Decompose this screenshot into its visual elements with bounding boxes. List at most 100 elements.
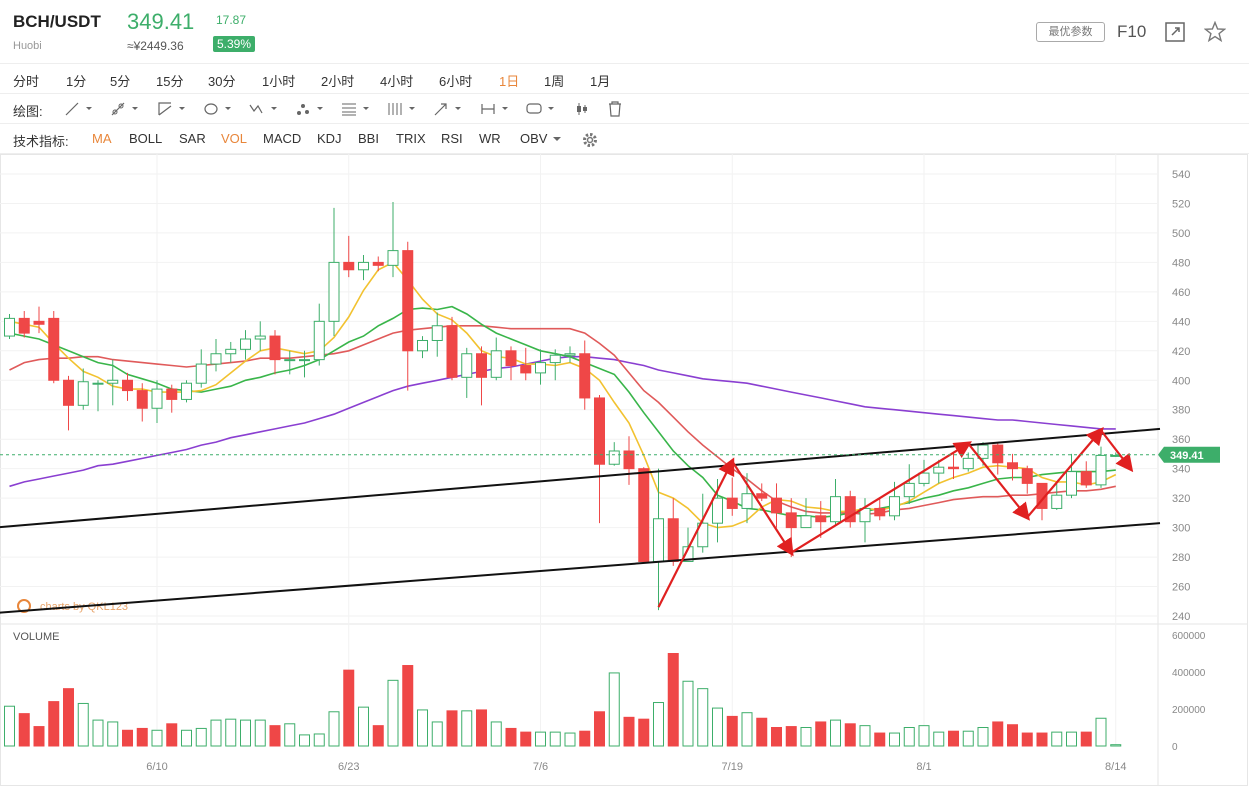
candle-up — [151, 380, 163, 423]
candle-body — [490, 350, 502, 378]
volume-bar — [343, 669, 355, 747]
best-params-button[interactable]: 最优参数 — [1036, 22, 1105, 42]
candle-body — [269, 335, 281, 361]
candle-up — [933, 459, 945, 484]
indicator-vol[interactable]: VOL — [221, 131, 248, 146]
measure-tool-icon[interactable] — [480, 101, 508, 117]
volume-bar — [387, 679, 399, 747]
arrow-tool-icon[interactable] — [433, 101, 461, 117]
volume-bar — [844, 723, 856, 747]
volume-bar — [726, 715, 738, 747]
indicator-bbi[interactable]: BBI — [358, 131, 379, 146]
y-tick-label: 460 — [1172, 287, 1190, 299]
candle-body — [844, 496, 856, 523]
drawing-label: 绘图: — [13, 104, 43, 119]
candle-down — [623, 436, 635, 485]
candle-body — [830, 496, 841, 523]
current-price-label: 349.41 — [1170, 450, 1204, 462]
interval-tab[interactable]: 分时 — [13, 74, 40, 89]
interval-tab[interactable]: 2小时 — [321, 74, 355, 89]
candle-down — [1007, 453, 1018, 481]
candle-body — [1036, 482, 1048, 509]
current-price-tag — [1158, 446, 1220, 463]
expand-icon[interactable] — [1164, 21, 1186, 43]
indicator-trix[interactable]: TRIX — [396, 131, 426, 146]
ma30-line — [9, 325, 1116, 516]
candle-up — [800, 498, 812, 529]
indicator-ma[interactable]: MA — [92, 131, 112, 146]
price-chart[interactable]: 240 260 280 300 320 340 360 380 400 420 440 460 480 5… — [0, 154, 1249, 789]
gann-tool-icon[interactable] — [387, 101, 415, 117]
y-tick-label: 420 — [1172, 346, 1190, 358]
indicator-label: 技术指标: — [13, 134, 69, 149]
y-tick-label: 320 — [1172, 493, 1190, 505]
candle-down — [594, 395, 605, 524]
candle-down — [726, 477, 738, 516]
line-tool-icon[interactable] — [64, 101, 92, 117]
y-tick-label: 280 — [1172, 552, 1190, 564]
star-icon[interactable] — [1203, 20, 1227, 43]
watermark-logo — [17, 599, 31, 613]
trash-icon[interactable] — [607, 101, 633, 117]
candle-down — [948, 452, 959, 479]
wave-tool-icon[interactable] — [249, 101, 277, 117]
indicator-boll[interactable]: BOLL — [129, 131, 163, 146]
volume-bar — [564, 732, 576, 747]
gear-icon[interactable] — [581, 131, 607, 147]
candle-body — [815, 515, 827, 523]
indicator-wr[interactable]: WR — [479, 131, 501, 146]
volume-bar — [33, 726, 45, 747]
volume-bar — [830, 719, 841, 747]
candle-up — [195, 349, 207, 388]
ray-tool-icon[interactable] — [110, 101, 138, 117]
pattern-tool-icon[interactable] — [295, 101, 323, 117]
volume-bar — [431, 721, 443, 747]
indicator-sar[interactable]: SAR — [179, 131, 206, 146]
indicator-rsi[interactable]: RSI — [441, 131, 463, 146]
interval-tab[interactable]: 5分 — [110, 74, 131, 89]
volume-bar — [903, 727, 915, 747]
candle-body — [785, 512, 797, 529]
candle-up — [225, 341, 237, 363]
volume-bar — [608, 672, 620, 747]
candle-down — [166, 384, 178, 413]
fib-tool-icon[interactable] — [341, 101, 369, 117]
interval-tab[interactable]: 1小时 — [262, 74, 296, 89]
interval-tab[interactable]: 6小时 — [439, 74, 473, 89]
y-tick-label: 340 — [1172, 464, 1190, 476]
interval-tab[interactable]: 30分 — [208, 74, 236, 89]
obv-dropdown-icon[interactable] — [552, 131, 578, 147]
candle-down — [638, 467, 650, 562]
volume-bar — [623, 716, 635, 747]
f10-button[interactable]: F10 — [1117, 22, 1147, 41]
note-tool-icon[interactable] — [526, 101, 554, 117]
volume-bar — [372, 725, 384, 747]
candle-body — [299, 359, 310, 362]
candle-body — [903, 482, 915, 498]
channel-tool-icon[interactable] — [157, 101, 185, 117]
cny-price: ≈¥2449.36 — [127, 39, 184, 53]
indicator-macd[interactable]: MACD — [263, 131, 302, 146]
candle-up — [254, 321, 266, 351]
volume-bar — [1007, 724, 1018, 747]
indicator-obv[interactable]: OBV — [520, 131, 548, 146]
circle-tool-icon[interactable] — [203, 101, 231, 117]
ticker-header: BCH/USDT Huobi 349.41 ≈¥2449.36 17.87 5.… — [0, 0, 1249, 64]
candle-up — [903, 464, 915, 505]
volume-bar — [638, 718, 650, 747]
candle-body — [520, 365, 532, 374]
y-tick-label: 260 — [1172, 582, 1190, 594]
interval-tab[interactable]: 1周 — [544, 74, 565, 89]
interval-tab-active[interactable]: 1日 — [499, 74, 520, 89]
interval-tab[interactable]: 15分 — [156, 74, 184, 89]
volume-bar — [741, 712, 753, 747]
candle-body — [800, 515, 812, 529]
candle-body — [1007, 462, 1018, 470]
interval-tab[interactable]: 1分 — [66, 74, 87, 89]
candle-up — [358, 255, 369, 281]
candle-up — [549, 349, 561, 381]
candle-tool-icon[interactable] — [575, 101, 601, 117]
interval-tab[interactable]: 4小时 — [380, 74, 414, 89]
indicator-kdj[interactable]: KDJ — [317, 131, 342, 146]
interval-tab[interactable]: 1月 — [590, 74, 611, 89]
